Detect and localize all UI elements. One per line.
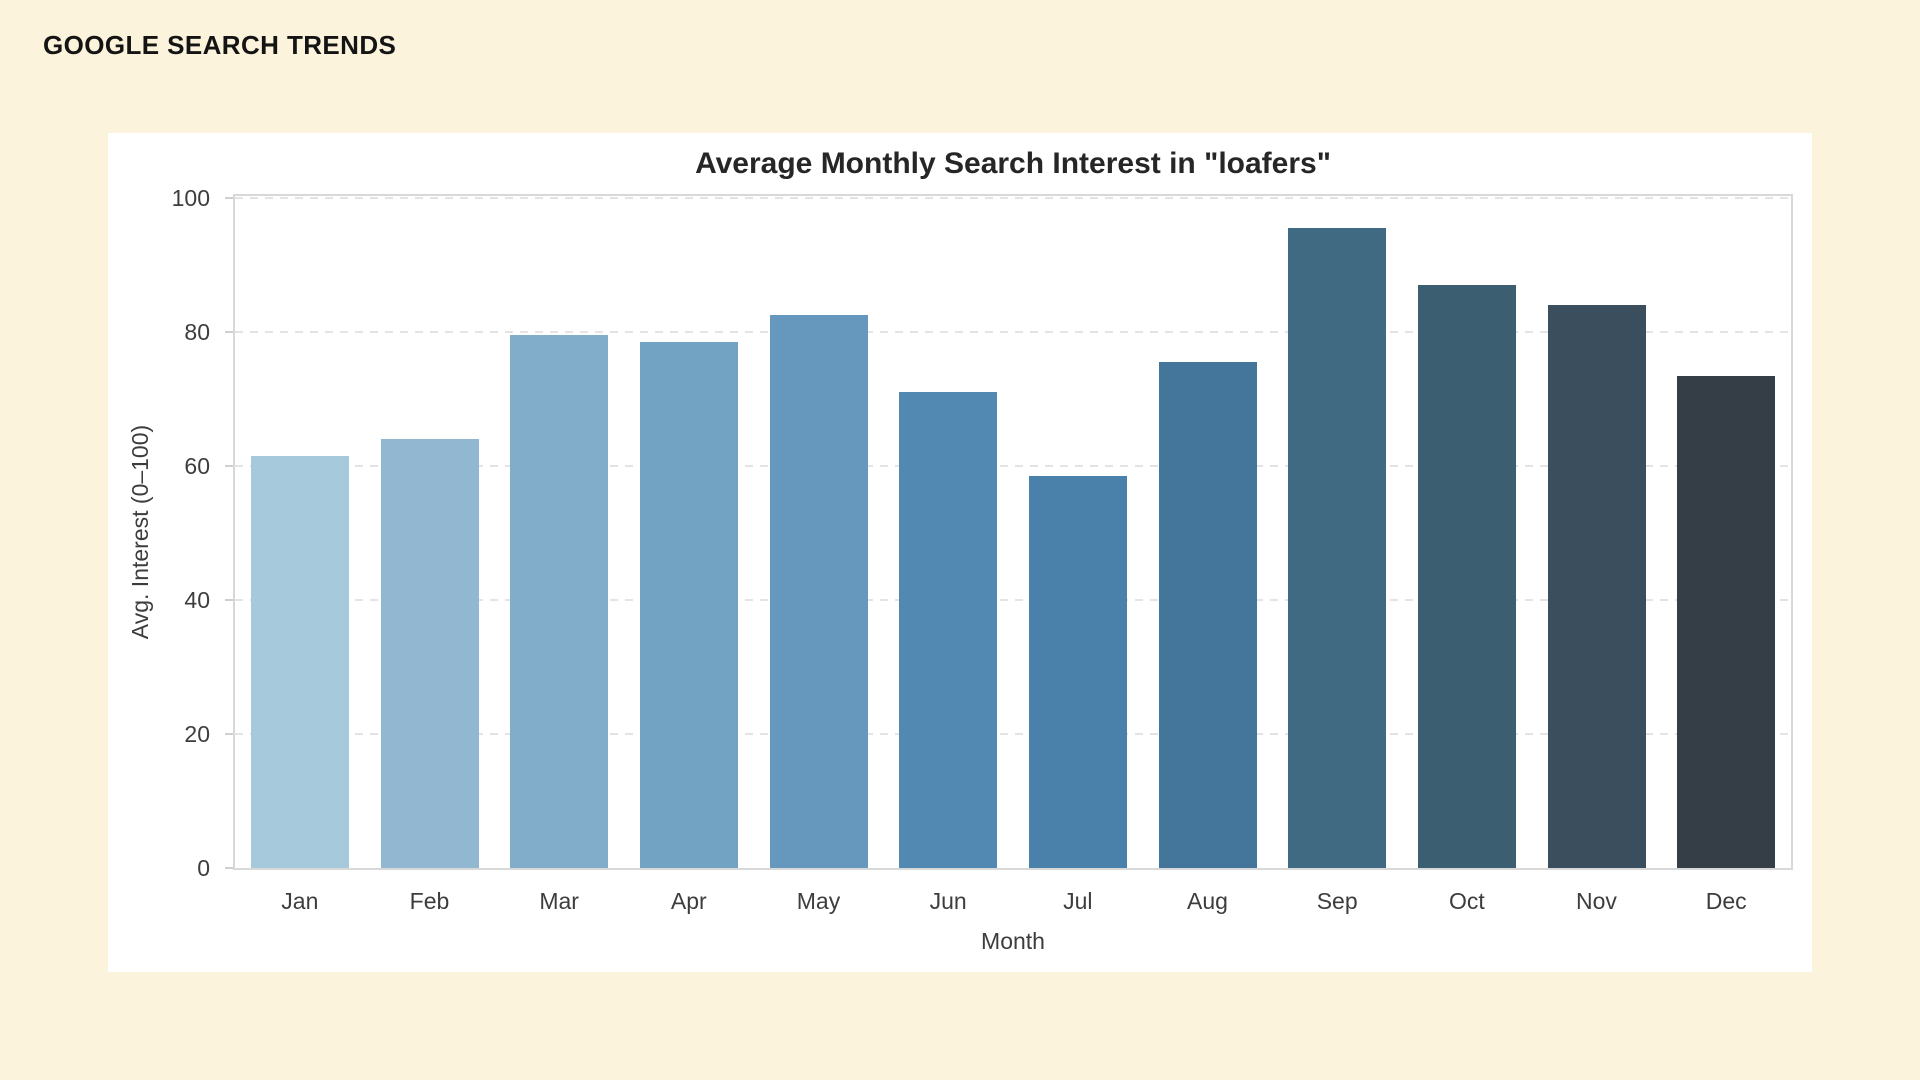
bar-oct (1417, 285, 1516, 868)
bar-aug (1158, 362, 1257, 868)
gridline-20 (235, 733, 1791, 735)
bar-dec (1677, 376, 1776, 868)
y-tick-label-20: 20 (184, 721, 210, 747)
plot-area (233, 194, 1793, 870)
y-tick-mark-80 (225, 331, 233, 333)
x-tick-label-nov: Nov (1576, 888, 1617, 914)
page-title: GOOGLE SEARCH TRENDS (43, 30, 397, 60)
y-tick-label-100: 100 (171, 185, 210, 211)
y-tick-label-60: 60 (184, 453, 210, 479)
y-tick-mark-0 (225, 867, 233, 869)
bar-jul (1028, 476, 1127, 868)
x-tick-label-feb: Feb (409, 888, 450, 914)
y-tick-label-80: 80 (184, 319, 210, 345)
x-tick-label-dec: Dec (1705, 888, 1747, 914)
gridline-100 (235, 197, 1791, 199)
x-tick-label-oct: Oct (1448, 888, 1485, 914)
gridline-80 (235, 331, 1791, 333)
x-tick-label-apr: Apr (670, 888, 707, 914)
gridline-60 (235, 465, 1791, 467)
bar-sep (1288, 228, 1387, 868)
y-tick-mark-20 (225, 733, 233, 735)
bar-jun (899, 392, 998, 868)
bar-jan (250, 456, 349, 868)
x-axis-label: Month (981, 928, 1045, 954)
chart-title: Average Monthly Search Interest in "loaf… (695, 147, 1331, 180)
x-tick-label-sep: Sep (1316, 888, 1358, 914)
x-tick-label-jul: Jul (1063, 888, 1093, 914)
bar-feb (380, 439, 479, 868)
y-tick-mark-40 (225, 599, 233, 601)
gridline-40 (235, 599, 1791, 601)
x-tick-label-aug: Aug (1187, 888, 1228, 914)
bar-apr (639, 342, 738, 868)
x-tick-label-mar: Mar (539, 888, 579, 914)
y-axis-label: Avg. Interest (0–100) (127, 424, 153, 640)
bar-may (769, 315, 868, 868)
plot-inner (235, 196, 1791, 868)
bar-nov (1547, 305, 1646, 868)
x-tick-label-jun: Jun (929, 888, 967, 914)
y-tick-label-0: 0 (197, 855, 210, 881)
y-tick-mark-60 (225, 465, 233, 467)
x-tick-label-jan: Jan (281, 888, 319, 914)
bar-mar (510, 335, 609, 868)
y-tick-label-40: 40 (184, 587, 210, 613)
y-tick-mark-100 (225, 197, 233, 199)
x-tick-label-may: May (796, 888, 841, 914)
chart-panel: Average Monthly Search Interest in "loaf… (108, 133, 1812, 972)
